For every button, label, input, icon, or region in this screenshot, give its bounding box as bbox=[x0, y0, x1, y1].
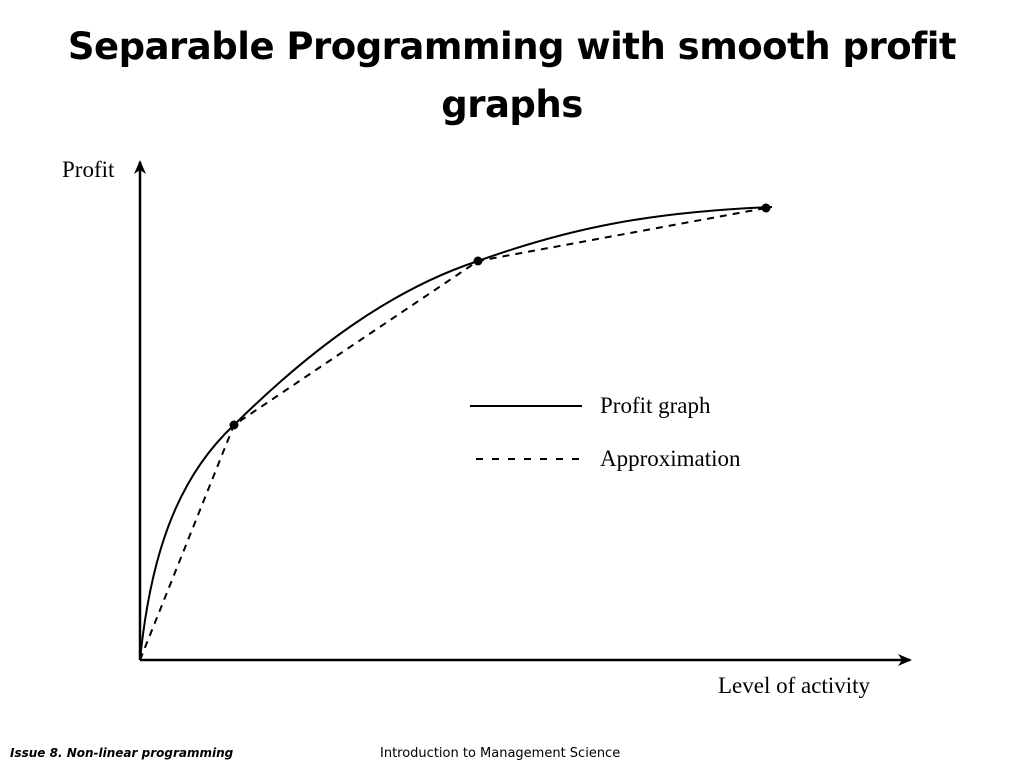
y-axis-label: Profit bbox=[62, 157, 115, 182]
slide-title: Separable Programming with smooth profit… bbox=[67, 25, 957, 126]
breakpoint-3 bbox=[761, 203, 771, 213]
legend-dashed-label: Approximation bbox=[600, 446, 741, 471]
footer-course-label: Introduction to Management Science bbox=[380, 746, 621, 761]
breakpoint-1 bbox=[229, 420, 239, 430]
breakpoint-2 bbox=[473, 256, 483, 266]
footer-issue-label: Issue 8. Non-linear programming bbox=[10, 746, 234, 760]
profit-curve bbox=[139, 206, 773, 661]
legend-solid-label: Profit graph bbox=[600, 393, 711, 418]
approximation-line bbox=[139, 207, 767, 661]
x-axis-label: Level of activity bbox=[718, 673, 870, 698]
